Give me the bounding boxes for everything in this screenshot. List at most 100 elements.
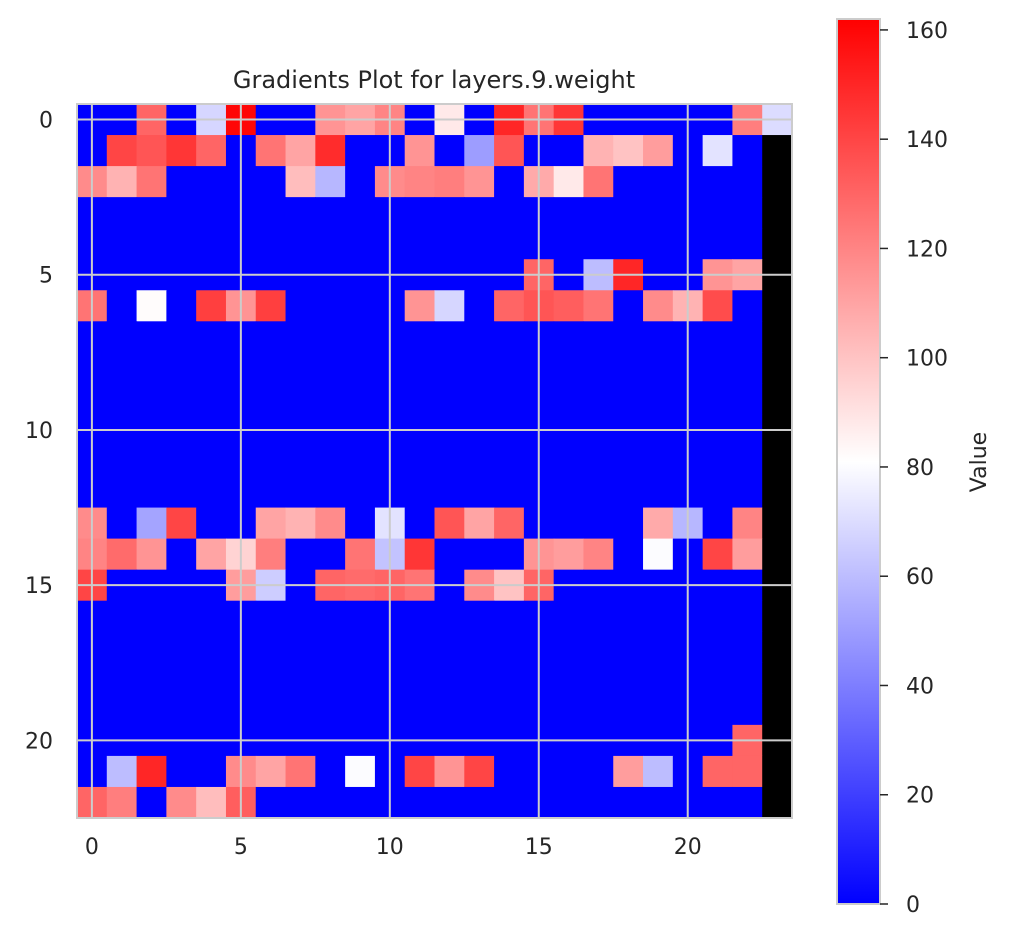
heatmap-cell-r8-c17 — [583, 352, 614, 384]
heatmap-cell-r2-c12 — [434, 166, 465, 198]
heatmap-cell-r1-c7 — [285, 135, 316, 167]
heatmap-cell-r9-c3 — [166, 383, 197, 416]
heatmap-cell-r4-c4 — [196, 228, 227, 260]
heatmap-cell-r2-c4 — [196, 166, 227, 198]
heatmap-cell-r8-c11 — [404, 352, 436, 384]
heatmap-cell-r17-c19 — [643, 631, 674, 664]
heatmap-cell-r1-c16 — [553, 135, 585, 167]
heatmap-cell-r9-c12 — [434, 383, 465, 416]
heatmap-cell-r21-c17 — [583, 755, 614, 788]
heatmap-cell-r6-c16 — [553, 290, 585, 322]
heatmap-cell-r16-c6 — [255, 600, 287, 633]
heatmap-cell-r14-c18 — [613, 538, 644, 571]
heatmap-cell-r13-c13 — [464, 507, 495, 540]
heatmap-cell-r18-c11 — [404, 662, 436, 695]
y-tick-label: 15 — [25, 574, 53, 599]
heatmap-cell-r13-c21 — [702, 507, 734, 540]
heatmap-cell-r2-c18 — [613, 166, 644, 198]
heatmap-cell-r11-c9 — [345, 445, 376, 478]
heatmap-cell-r1-c2 — [136, 135, 167, 167]
heatmap-cell-r19-c9 — [345, 693, 376, 726]
heatmap-cell-r9-c17 — [583, 383, 614, 416]
x-tick-label: 10 — [376, 835, 404, 860]
heatmap-cell-r1-c11 — [404, 135, 436, 167]
heatmap-cell-r22-c14 — [494, 786, 525, 819]
heatmap-cell-r18-c21 — [702, 662, 734, 695]
heatmap-cell-r22-c7 — [285, 786, 316, 819]
heatmap-cell-r3-c22 — [732, 197, 763, 229]
heatmap-cell-r8-c12 — [434, 352, 465, 384]
heatmap-cell-r3-c18 — [613, 197, 644, 229]
heatmap-cell-r18-c9 — [345, 662, 376, 695]
heatmap-cell-r2-c17 — [583, 166, 614, 198]
heatmap-cell-r1-c17 — [583, 135, 614, 167]
heatmap-cell-r12-c8 — [315, 476, 346, 509]
heatmap-cell-r6-c21 — [702, 290, 734, 322]
heatmap-cell-r1-c18 — [613, 135, 644, 167]
heatmap-cell-r13-c18 — [613, 507, 644, 540]
heatmap-cell-r13-c12 — [434, 507, 465, 540]
heatmap-cell-r1-c6 — [255, 135, 287, 167]
heatmap-cell-r8-c16 — [553, 352, 585, 384]
heatmap-cell-r11-c16 — [553, 445, 585, 478]
colorbar-tick-label: 140 — [906, 128, 948, 153]
heatmap-cell-r2-c7 — [285, 166, 316, 198]
heatmap-cell-r4-c18 — [613, 228, 644, 260]
heatmap-cell-r19-c14 — [494, 693, 525, 726]
x-axis-ticks: 0 5 10 15 20 — [85, 835, 702, 860]
heatmap-cell-r2-c6 — [255, 166, 287, 198]
heatmap-cell-r6-c14 — [494, 290, 525, 322]
heatmap-cell-r7-c7 — [285, 321, 316, 353]
heatmap-cell-r4-c16 — [553, 228, 585, 260]
heatmap-cell-r7-c16 — [553, 321, 585, 353]
x-tick-label: 0 — [85, 835, 99, 860]
heatmap-cell-r14-c21 — [702, 538, 734, 571]
heatmap-cell-r22-c4 — [196, 786, 227, 819]
heatmap-cell-r4-c8 — [315, 228, 346, 260]
heatmap-cell-r16-c7 — [285, 600, 316, 633]
heatmap-cell-r4-c3 — [166, 228, 197, 260]
colorbar-label: Value — [967, 432, 992, 492]
heatmap-cell-r8-c22 — [732, 352, 763, 384]
heatmap-cell-r7-c18 — [613, 321, 644, 353]
heatmap-cell-r19-c1 — [106, 693, 138, 726]
heatmap-cell-r18-c23 — [762, 662, 793, 695]
heatmap-cell-r17-c9 — [345, 631, 376, 664]
heatmap-cell-r19-c8 — [315, 693, 346, 726]
heatmap-cell-r9-c19 — [643, 383, 674, 416]
heatmap-cell-r19-c12 — [434, 693, 465, 726]
heatmap-cell-r17-c13 — [464, 631, 495, 664]
heatmap-cell-r8-c6 — [255, 352, 287, 384]
heatmap-cell-r4-c7 — [285, 228, 316, 260]
heatmap-cell-r17-c16 — [553, 631, 585, 664]
heatmap-cell-r3-c2 — [136, 197, 167, 229]
heatmap-cell-r22-c1 — [106, 786, 138, 819]
heatmap-cell-r8-c4 — [196, 352, 227, 384]
heatmap-cell-r18-c16 — [553, 662, 585, 695]
heatmap-cell-r18-c12 — [434, 662, 465, 695]
heatmap-cell-r2-c16 — [553, 166, 585, 198]
heatmap-cell-r4-c14 — [494, 228, 525, 260]
colorbar-tick-label: 40 — [906, 674, 934, 699]
heatmap-cell-r6-c4 — [196, 290, 227, 322]
heatmap-cell-r4-c22 — [732, 228, 763, 260]
heatmap-cell-r1-c1 — [106, 135, 138, 167]
heatmap-cell-r11-c4 — [196, 445, 227, 478]
heatmap-cell-r13-c2 — [136, 507, 167, 540]
heatmap-cell-r14-c9 — [345, 538, 376, 571]
heatmap-cell-r3-c1 — [106, 197, 138, 229]
y-tick-label: 0 — [39, 109, 53, 134]
heatmap-cell-r17-c1 — [106, 631, 138, 664]
plot-frame — [76, 103, 793, 819]
chart-title: Gradients Plot for layers.9.weight — [233, 66, 635, 94]
heatmap-cell-r21-c13 — [464, 755, 495, 788]
heatmap-cell-r4-c12 — [434, 228, 465, 260]
heatmap-cell-r7-c14 — [494, 321, 525, 353]
heatmap-cell-r7-c3 — [166, 321, 197, 353]
heatmap-cell-r12-c7 — [285, 476, 316, 509]
colorbar — [836, 18, 881, 905]
heatmap-cell-r13-c8 — [315, 507, 346, 540]
heatmap-cell-r6-c18 — [613, 290, 644, 322]
heatmap-cell-r13-c9 — [345, 507, 376, 540]
heatmap-cell-r3-c11 — [404, 197, 436, 229]
